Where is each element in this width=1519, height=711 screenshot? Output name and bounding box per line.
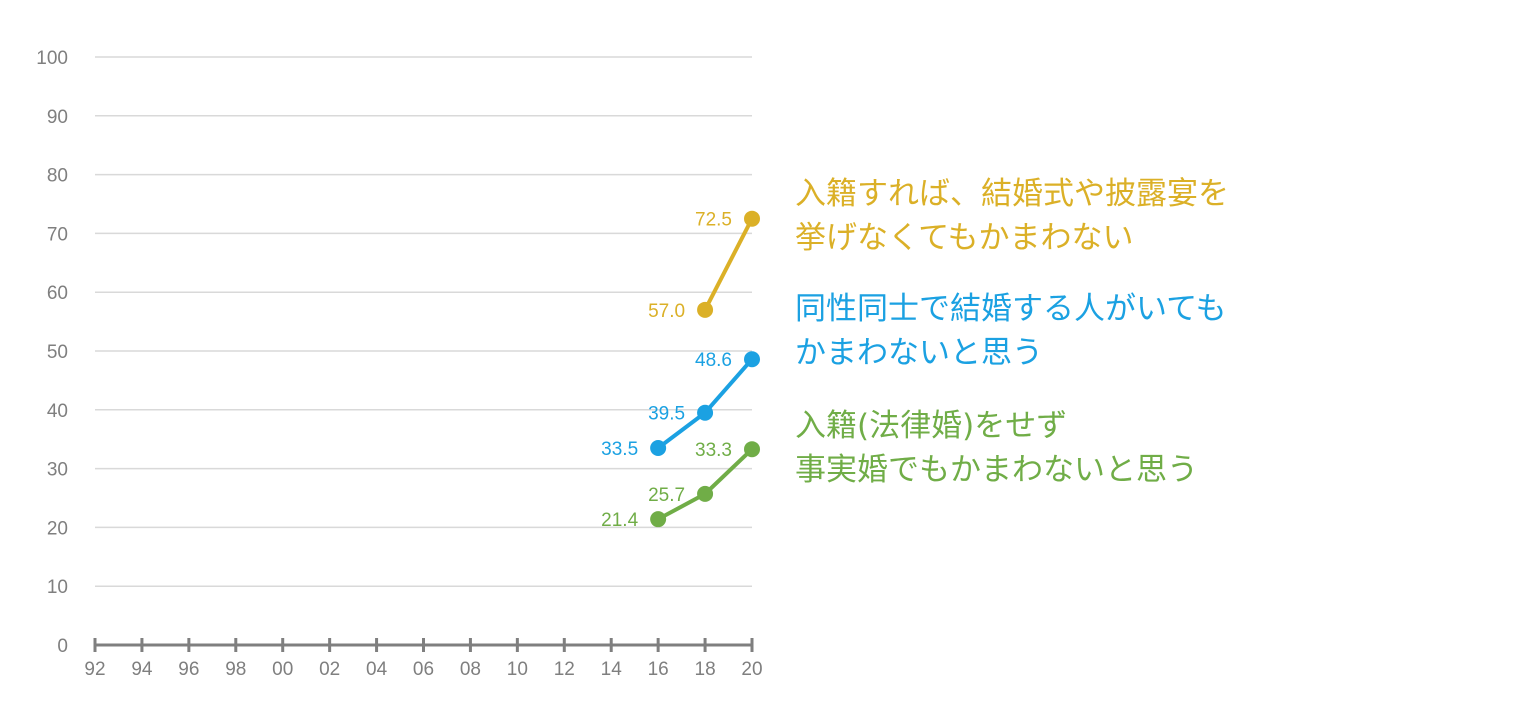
- x-tick-label: 20: [741, 659, 762, 680]
- legend-green-line2: 事実婚でもかまわないと思う: [795, 452, 1198, 488]
- x-tick-label: 04: [366, 659, 388, 680]
- y-tick-label: 0: [57, 636, 68, 657]
- data-point-green: [697, 485, 714, 502]
- y-tick-label: 60: [47, 283, 68, 304]
- x-tick-label: 08: [460, 659, 481, 680]
- data-label-blue: 48.6: [695, 350, 732, 371]
- x-tick-label: 94: [131, 659, 153, 680]
- data-point-blue: [744, 351, 760, 368]
- data-labels: 57.0 72.5 33.5 39.5 48.6 21.4 25.7 33.3: [601, 210, 732, 531]
- y-tick-label: 10: [47, 577, 68, 598]
- legend-yellow-line2: 挙げなくてもかまわない: [795, 220, 1134, 256]
- x-tick-label: 12: [554, 659, 575, 680]
- x-tick-label: 14: [601, 659, 623, 680]
- x-tick-label: 02: [319, 659, 340, 680]
- x-axis: 92 94 96 98 00 02 04 06 08 10 12 14 16 18 20: [84, 638, 763, 680]
- x-tick-label: 00: [272, 659, 293, 680]
- legend-yellow-line1: 入籍すれば、結婚式や披露宴を: [795, 176, 1229, 212]
- data-label-green: 25.7: [648, 485, 685, 506]
- legend-green-line1: 入籍(法律婚)をせず: [795, 408, 1068, 444]
- data-label-yellow: 72.5: [695, 210, 732, 231]
- x-tick-label: 06: [413, 659, 434, 680]
- x-tick-label: 16: [648, 659, 669, 680]
- y-tick-label: 90: [47, 107, 68, 128]
- legend-blue: 同性同士で結婚する人がいても かまわないと思う: [795, 287, 1227, 375]
- y-tick-label: 100: [36, 48, 68, 69]
- series-line-yellow: [703, 217, 754, 311]
- x-tick-label: 98: [225, 659, 246, 680]
- legend-blue-line1: 同性同士で結婚する人がいても: [795, 291, 1227, 327]
- gridlines: [95, 56, 752, 587]
- x-tick-label: 96: [178, 659, 199, 680]
- data-label-yellow: 57.0: [648, 301, 685, 322]
- legend-yellow: 入籍すれば、結婚式や披露宴を 挙げなくてもかまわない: [795, 172, 1229, 260]
- y-tick-label: 50: [47, 342, 68, 363]
- data-point-blue: [697, 404, 714, 421]
- data-point-blue: [650, 440, 667, 457]
- data-label-blue: 33.5: [601, 439, 638, 460]
- data-label-blue: 39.5: [648, 404, 685, 425]
- x-tick-label: 92: [84, 659, 105, 680]
- series-group: [650, 210, 760, 528]
- y-tick-label: 70: [47, 224, 68, 245]
- y-tick-label: 80: [47, 166, 68, 187]
- y-axis-ticks: 0 10 20 30 40 50 60 70 80 90 100: [36, 48, 68, 657]
- data-point-yellow: [697, 301, 714, 318]
- legend-green: 入籍(法律婚)をせず 事実婚でもかまわないと思う: [795, 404, 1198, 492]
- legend-blue-line2: かまわないと思う: [795, 335, 1043, 371]
- data-point-green: [744, 441, 760, 458]
- data-point-green: [650, 511, 667, 528]
- y-tick-label: 30: [47, 460, 68, 481]
- y-tick-label: 40: [47, 401, 68, 422]
- data-point-yellow: [744, 210, 760, 227]
- data-label-green: 33.3: [695, 440, 732, 461]
- x-tick-label: 18: [695, 659, 716, 680]
- x-tick-label: 10: [507, 659, 528, 680]
- y-tick-label: 20: [47, 518, 68, 539]
- data-label-green: 21.4: [601, 510, 638, 531]
